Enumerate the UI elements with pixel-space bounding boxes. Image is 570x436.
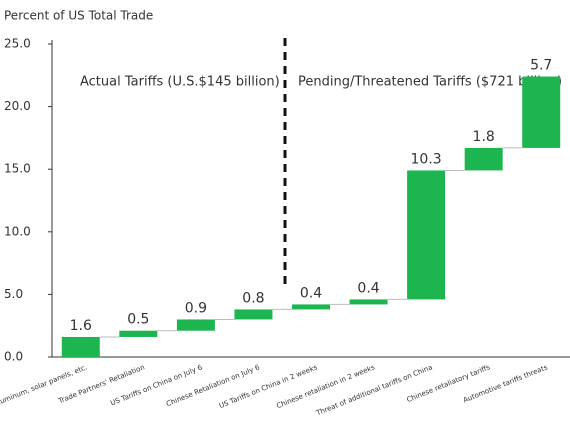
value-label: 1.8 bbox=[473, 129, 495, 145]
value-label: 0.4 bbox=[300, 285, 322, 301]
bar bbox=[119, 330, 158, 337]
bar bbox=[522, 76, 561, 148]
value-label: 0.4 bbox=[357, 280, 379, 296]
value-label: 5.7 bbox=[530, 58, 552, 74]
x-tick-label: Chinese retaliation in 2 weeks bbox=[275, 363, 376, 410]
y-tick-label: 0.0 bbox=[4, 350, 23, 364]
bar bbox=[61, 336, 100, 357]
y-tick-label: 10.0 bbox=[4, 224, 31, 238]
x-tick-label: US Tariffs on China on July 6 bbox=[109, 363, 203, 407]
bar bbox=[464, 147, 503, 171]
y-tick-label: 5.0 bbox=[4, 287, 23, 301]
x-tick-label: US Tariffs on China in 2 weeks bbox=[218, 363, 319, 410]
bar bbox=[349, 299, 388, 305]
value-label: 10.3 bbox=[411, 151, 442, 167]
y-axis-label: Percent of US Total Trade bbox=[4, 9, 153, 23]
x-tick-label: Chinese Retaliation on July 6 bbox=[165, 363, 261, 408]
annotation: Actual Tariffs (U.S.$145 billion) bbox=[80, 75, 280, 90]
value-label: 0.8 bbox=[242, 290, 264, 306]
y-tick-label: 15.0 bbox=[4, 162, 31, 176]
value-label: 0.5 bbox=[127, 312, 149, 328]
y-tick-label: 20.0 bbox=[4, 99, 31, 113]
value-label: 0.9 bbox=[185, 300, 207, 316]
value-label: 1.6 bbox=[70, 318, 92, 334]
bar bbox=[176, 319, 215, 331]
annotation: Pending/Threatened Tariffs ($721 billion… bbox=[298, 75, 562, 90]
bar bbox=[407, 170, 446, 300]
bar bbox=[234, 309, 273, 320]
bar bbox=[292, 304, 330, 310]
y-tick-label: 25.0 bbox=[4, 37, 31, 51]
